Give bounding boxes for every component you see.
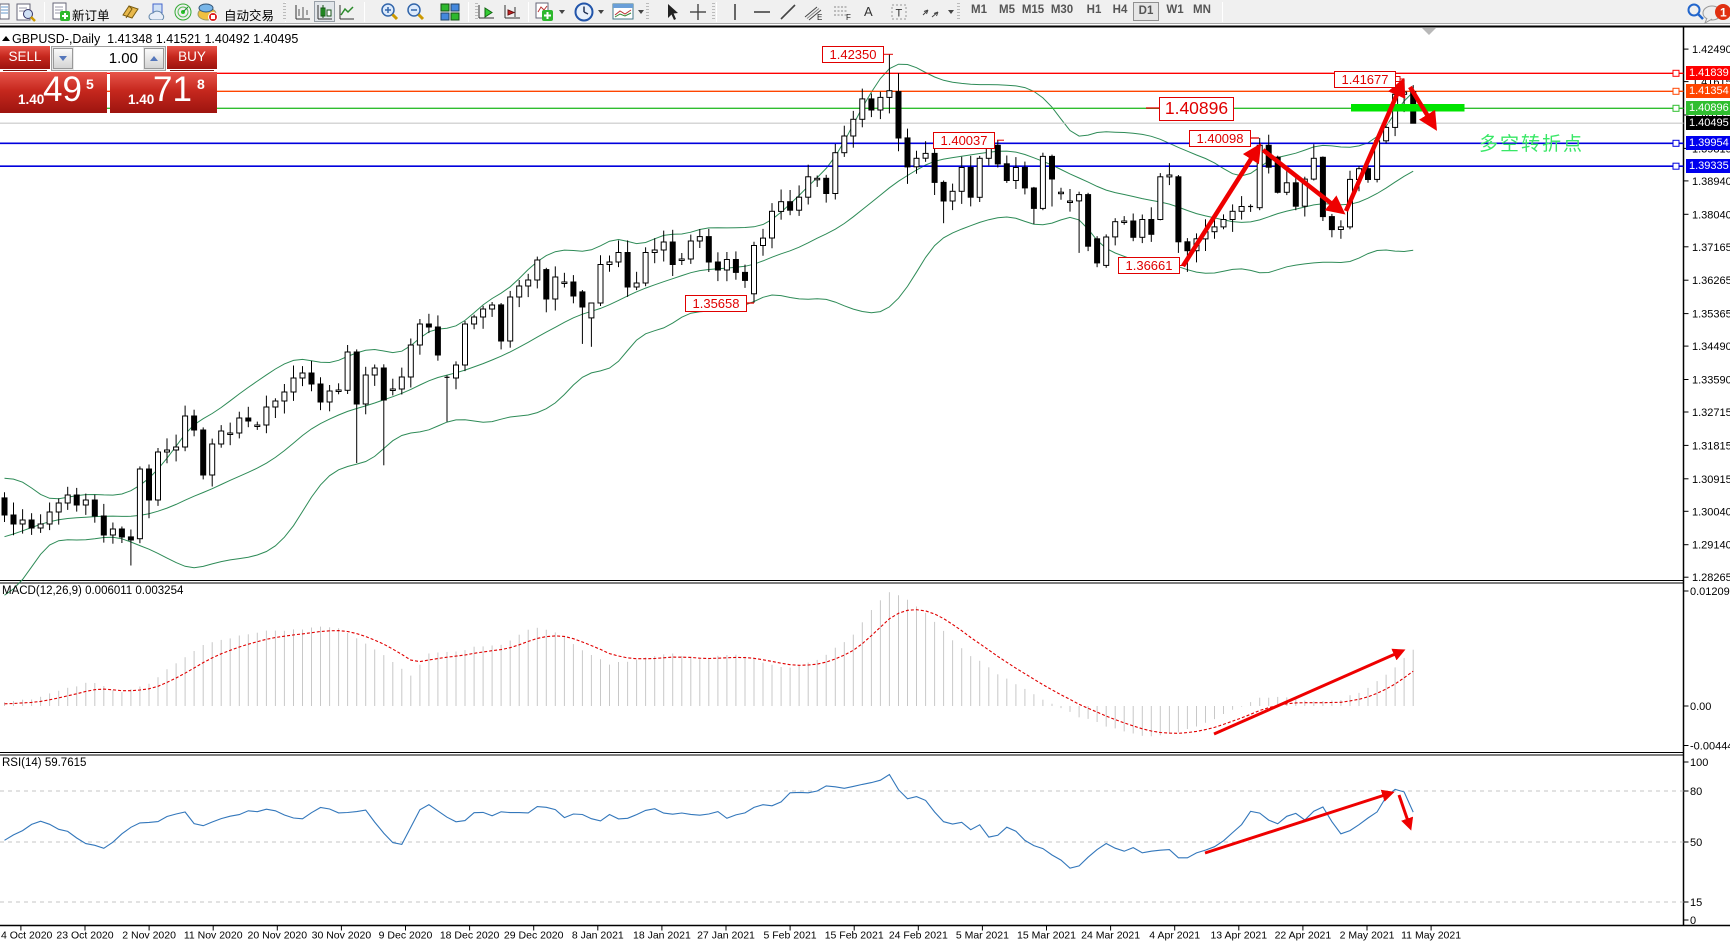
svg-text:1.38040: 1.38040 <box>1692 209 1730 221</box>
svg-text:5 Mar 2021: 5 Mar 2021 <box>956 930 1009 942</box>
svg-text:1.31815: 1.31815 <box>1692 440 1730 452</box>
svg-text:2 Nov 2020: 2 Nov 2020 <box>122 930 176 942</box>
svg-text:80: 80 <box>1690 786 1702 798</box>
svg-text:T: T <box>896 8 903 20</box>
svg-text:1.28265: 1.28265 <box>1692 572 1730 584</box>
svg-text:1.32715: 1.32715 <box>1692 407 1730 419</box>
svg-text:1: 1 <box>1720 6 1727 20</box>
svg-text:5 Feb 2021: 5 Feb 2021 <box>764 930 817 942</box>
svg-text:0.01209: 0.01209 <box>1690 586 1730 598</box>
svg-text:23 Oct 2020: 23 Oct 2020 <box>56 930 113 942</box>
svg-text:100: 100 <box>1690 757 1708 769</box>
svg-text:24 Feb 2021: 24 Feb 2021 <box>889 930 948 942</box>
svg-text:1.37165: 1.37165 <box>1692 242 1730 254</box>
svg-text:-0.004446: -0.004446 <box>1690 741 1730 753</box>
svg-text:11 May 2021: 11 May 2021 <box>1401 930 1461 942</box>
svg-text:1.30915: 1.30915 <box>1692 474 1730 486</box>
svg-text:F: F <box>846 13 851 21</box>
svg-text:0: 0 <box>1690 915 1696 927</box>
svg-text:20 Nov 2020: 20 Nov 2020 <box>248 930 308 942</box>
svg-text:1.36265: 1.36265 <box>1692 275 1730 287</box>
svg-text:50: 50 <box>1690 837 1702 849</box>
svg-text:11 Nov 2020: 11 Nov 2020 <box>184 930 243 942</box>
svg-text:8 Jan 2021: 8 Jan 2021 <box>572 930 624 942</box>
svg-text:4 Oct 2020: 4 Oct 2020 <box>1 930 53 942</box>
svg-text:13 Apr 2021: 13 Apr 2021 <box>1210 930 1267 942</box>
svg-text:1.30040: 1.30040 <box>1692 506 1730 518</box>
svg-text:18 Dec 2020: 18 Dec 2020 <box>440 930 500 942</box>
svg-text:2 May 2021: 2 May 2021 <box>1340 930 1395 942</box>
svg-text:1.35365: 1.35365 <box>1692 309 1730 321</box>
svg-text:1.42490: 1.42490 <box>1692 44 1730 56</box>
svg-text:24 Mar 2021: 24 Mar 2021 <box>1081 930 1140 942</box>
svg-text:1.34490: 1.34490 <box>1692 341 1730 353</box>
svg-text:0.00: 0.00 <box>1690 701 1711 713</box>
svg-text:30 Nov 2020: 30 Nov 2020 <box>312 930 372 942</box>
svg-text:15: 15 <box>1690 897 1702 909</box>
svg-text:29 Dec 2020: 29 Dec 2020 <box>504 930 564 942</box>
svg-text:27 Jan 2021: 27 Jan 2021 <box>697 930 755 942</box>
svg-text:4 Apr 2021: 4 Apr 2021 <box>1149 930 1200 942</box>
svg-text:15 Mar 2021: 15 Mar 2021 <box>1017 930 1076 942</box>
svg-text:15 Feb 2021: 15 Feb 2021 <box>825 930 884 942</box>
svg-text:1.38940: 1.38940 <box>1692 176 1730 188</box>
svg-text:E: E <box>817 13 822 21</box>
svg-text:1.29140: 1.29140 <box>1692 540 1730 552</box>
svg-text:1.33590: 1.33590 <box>1692 375 1730 387</box>
svg-text:18 Jan 2021: 18 Jan 2021 <box>633 930 691 942</box>
svg-text:9 Dec 2020: 9 Dec 2020 <box>379 930 433 942</box>
svg-text:22 Apr 2021: 22 Apr 2021 <box>1275 930 1332 942</box>
